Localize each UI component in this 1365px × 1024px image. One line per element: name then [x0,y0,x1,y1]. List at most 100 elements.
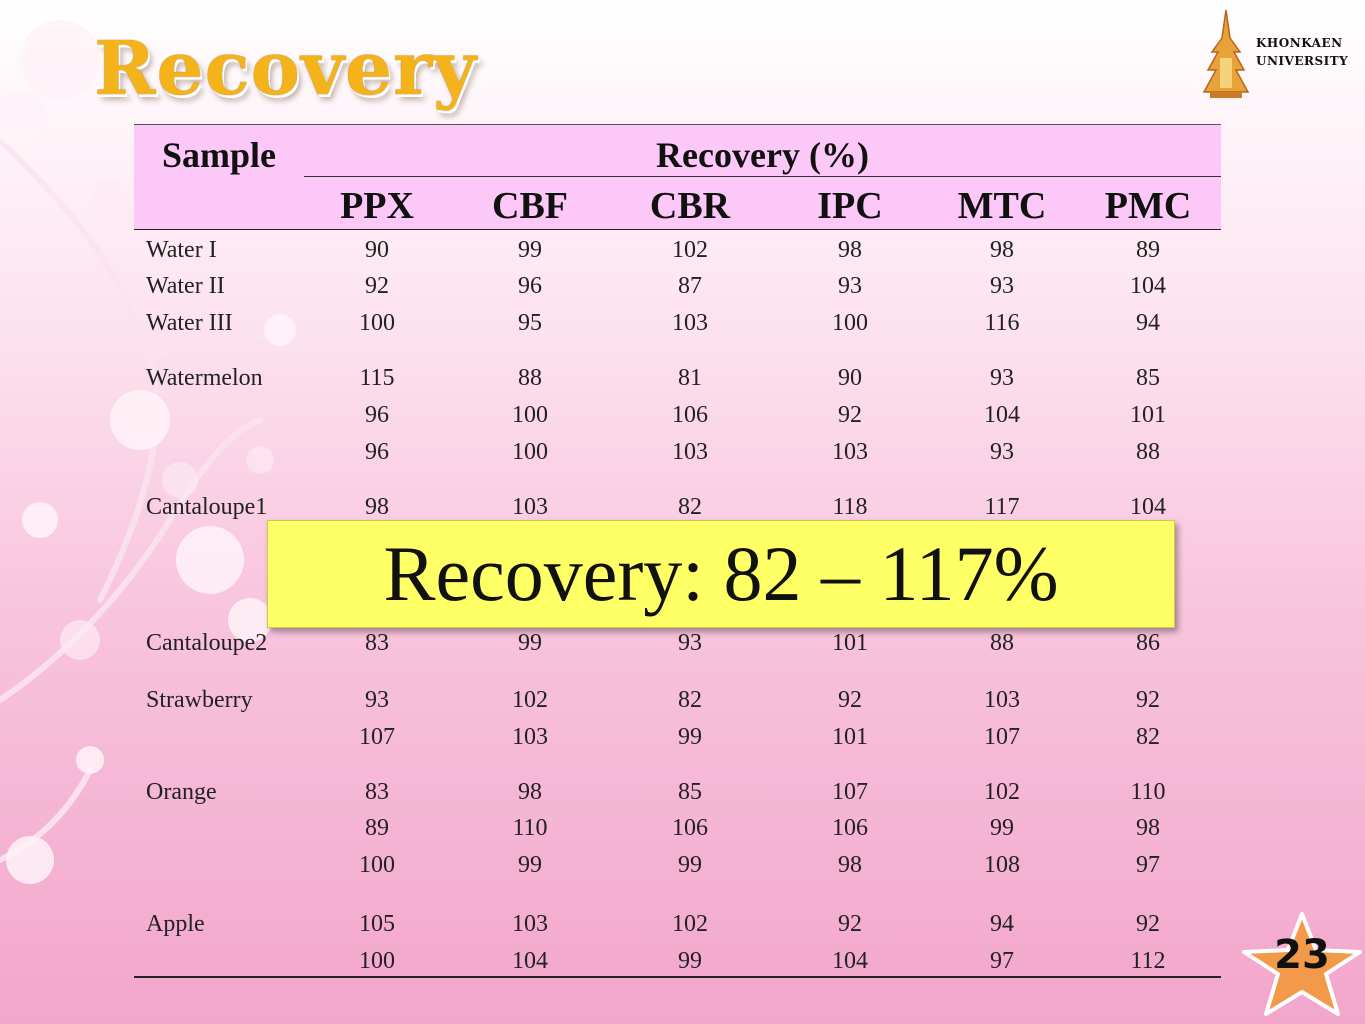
table-cell: 97 [990,948,1014,974]
table-row: Orange 83 98 85 107 102 110 [134,774,1221,810]
table-cell: 98 [990,237,1014,263]
table-row: Water III 100 95 103 100 116 94 [134,305,1221,341]
table-cell: 103 [984,687,1020,713]
star-icon [1242,912,1362,1016]
table-cell: 98 [838,237,862,263]
table-cell: 98 [1136,815,1160,841]
table-row: 107 103 99 101 107 82 [134,719,1221,755]
table-cell: 85 [678,779,702,805]
table-cell: 102 [512,687,548,713]
table-cell: 93 [678,630,702,656]
table-cell: 105 [359,911,395,937]
row-label: Strawberry [146,687,253,713]
table-cell: 118 [832,494,868,520]
table-cell: 90 [365,237,389,263]
university-name-line2: UNIVERSITY [1256,54,1349,68]
table-cell: 89 [1136,237,1160,263]
table-row: Apple 105 103 102 92 94 92 [134,906,1221,942]
table-cell: 98 [518,779,542,805]
table-row: Water I 90 99 102 98 98 89 [134,232,1221,268]
table-row: Water II 92 96 87 93 93 104 [134,268,1221,304]
row-label: Orange [146,779,217,805]
page-number: 23 [1274,932,1330,978]
column-header-cbf: CBF [492,185,568,227]
table-cell: 103 [672,310,708,336]
table-row: 96 100 103 103 93 88 [134,434,1221,470]
table-bottom-rule [134,976,1221,978]
university-name-line1: KHONKAEN [1256,36,1343,50]
table-cell: 103 [512,494,548,520]
table-cell: 110 [512,815,548,841]
table-cell: 88 [990,630,1014,656]
table-cell: 88 [1136,439,1160,465]
table-cell: 104 [984,402,1020,428]
table-cell: 87 [678,273,702,299]
table-cell: 93 [990,365,1014,391]
table-cell: 92 [838,402,862,428]
row-label: Water II [146,273,225,299]
row-label: Water I [146,237,217,263]
table-cell: 104 [1130,494,1166,520]
column-header-mtc: MTC [957,185,1047,227]
table-cell: 99 [518,630,542,656]
table-cell: 89 [365,815,389,841]
table-row: Cantaloupe1 98 103 82 118 117 104 [134,489,1221,525]
table-cell: 101 [832,630,868,656]
column-header-ppx: PPX [340,185,414,227]
table-cell: 116 [984,310,1020,336]
table-cell: 101 [832,724,868,750]
table-cell: 83 [365,630,389,656]
column-header-cbr: CBR [649,185,731,227]
table-cell: 99 [678,948,702,974]
table-cell: 96 [365,402,389,428]
table-cell: 92 [1136,911,1160,937]
table-row: Strawberry 93 102 82 92 103 92 [134,682,1221,718]
table-cell: 99 [678,724,702,750]
table-cell: 83 [365,779,389,805]
table-cell: 112 [1130,948,1166,974]
table-cell: 92 [1136,687,1160,713]
table-cell: 102 [672,911,708,937]
table-row: 100 104 99 104 97 112 [134,943,1221,979]
slide-title: Recovery [94,26,478,112]
header-divider [304,176,1221,177]
table-header-band [134,124,1221,230]
table-cell: 110 [1130,779,1166,805]
table-cell: 81 [678,365,702,391]
table-cell: 98 [365,494,389,520]
row-label: Apple [146,911,205,937]
table-cell: 103 [512,724,548,750]
column-header-pmc: PMC [1104,185,1192,227]
table-cell: 100 [359,852,395,878]
table-cell: 92 [838,687,862,713]
table-cell: 99 [990,815,1014,841]
table-cell: 94 [990,911,1014,937]
table-cell: 99 [518,237,542,263]
row-label: Water III [146,310,233,336]
table-cell: 104 [512,948,548,974]
table-cell: 104 [1130,273,1166,299]
table-cell: 94 [1136,310,1160,336]
table-cell: 99 [518,852,542,878]
table-row: Cantaloupe2 83 99 93 101 88 86 [134,625,1221,661]
table-row: 100 99 99 98 108 97 [134,847,1221,883]
cherry-blossom-decoration [0,20,296,884]
table-row: 96 100 106 92 104 101 [134,397,1221,433]
column-header-ipc: IPC [817,185,883,227]
table-cell: 93 [365,687,389,713]
table-cell: 99 [678,852,702,878]
table-cell: 100 [512,402,548,428]
table-cell: 85 [1136,365,1160,391]
row-label: Cantaloupe2 [146,630,268,656]
row-label: Cantaloupe1 [146,494,268,520]
table-cell: 82 [678,494,702,520]
recovery-group-header: Recovery (%) [656,135,869,175]
table-cell: 82 [678,687,702,713]
table-cell: 107 [359,724,395,750]
table-cell: 107 [832,779,868,805]
table-cell: 92 [838,911,862,937]
table-cell: 103 [832,439,868,465]
table-cell: 98 [838,852,862,878]
table-cell: 101 [1130,402,1166,428]
table-cell: 103 [512,911,548,937]
